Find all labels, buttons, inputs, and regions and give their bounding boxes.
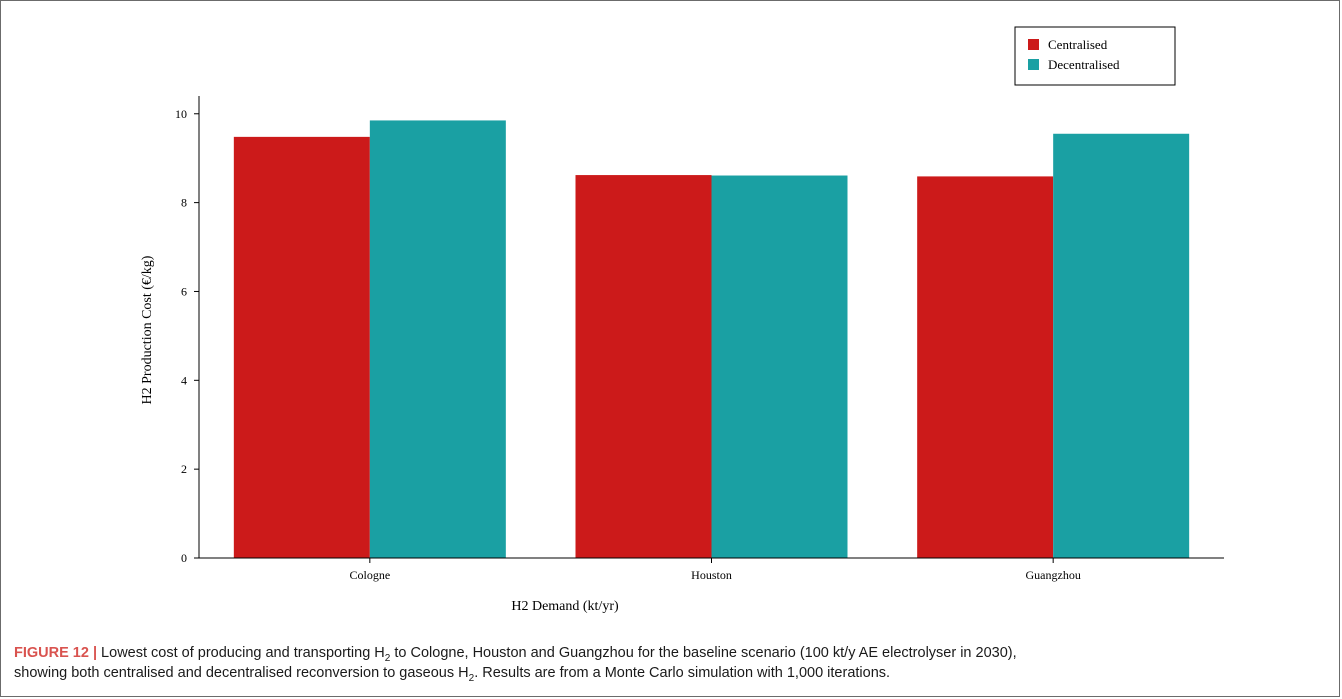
axes-group: Cologne Houston Guangzhou 0 2 4 6 8 10 (175, 96, 1224, 582)
y-tick-label: 8 (181, 196, 187, 210)
bar-decentralised-cologne (369, 120, 506, 559)
y-tick-label: 2 (181, 462, 187, 476)
y-tick-label: 6 (181, 284, 187, 298)
legend-box (1014, 26, 1176, 86)
legend-swatch-centralised (1028, 39, 1039, 50)
caption-text-1b: to Cologne, Houston and Guangzhou for th… (390, 645, 1017, 661)
legend-label-decentralised: Decentralised (1048, 57, 1120, 72)
caption-sub-1: 2 (384, 652, 391, 664)
bars-group (233, 120, 1190, 559)
y-tick-label: 4 (181, 373, 187, 387)
caption-text-2b: . Results are from a Monte Carlo simulat… (474, 665, 891, 681)
x-tick-label: Guangzhou (1026, 568, 1081, 582)
y-tick-label: 10 (175, 107, 187, 121)
figure-label: FIGURE 12 | (14, 645, 98, 661)
bar-decentralised-houston (711, 175, 848, 558)
y-axis-title: H2 Production Cost (€/kg) (140, 255, 155, 404)
bar-decentralised-guangzhou (1053, 133, 1190, 558)
bar-centralised-cologne (233, 136, 370, 558)
bar-centralised-guangzhou (917, 176, 1054, 558)
legend-label-centralised: Centralised (1048, 37, 1108, 52)
caption-line-2: showing both centralised and decentralis… (14, 663, 1330, 683)
legend: Centralised Decentralised (1014, 26, 1176, 86)
x-axis-title: H2 Demand (kt/yr) (511, 599, 619, 614)
x-tick-label: Cologne (349, 568, 390, 582)
caption-text-2a: showing both centralised and decentralis… (14, 665, 469, 681)
legend-swatch-decentralised (1028, 59, 1039, 70)
caption-text-1a: Lowest cost of producing and transportin… (97, 645, 385, 661)
caption-sub-2: 2 (468, 672, 475, 684)
bar-chart: Cologne Houston Guangzhou 0 2 4 6 8 10 Centralis… (140, 26, 1224, 614)
y-tick-label: 0 (181, 551, 187, 565)
caption-line-1: FIGURE 12 | Lowest cost of producing and… (14, 643, 1330, 663)
figure-caption: FIGURE 12 | Lowest cost of producing and… (14, 643, 1330, 683)
bar-centralised-houston (575, 175, 712, 559)
x-tick-label: Houston (691, 568, 732, 582)
